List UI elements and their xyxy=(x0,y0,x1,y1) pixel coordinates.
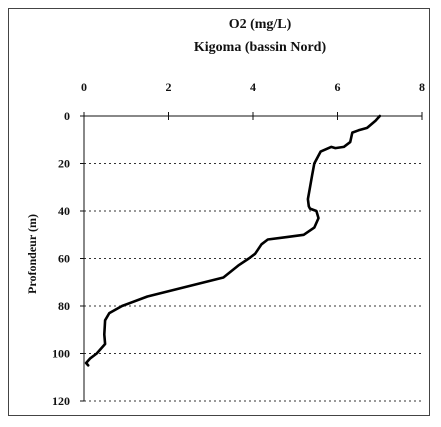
y-axis-label: Profondeur (m) xyxy=(25,214,39,294)
y-tick-label-120: 120 xyxy=(52,394,70,408)
chart-frame xyxy=(8,8,430,416)
chart-subtitle: Kigoma (bassin Nord) xyxy=(194,40,327,55)
series-line-0 xyxy=(84,114,382,367)
y-tick-label-100: 100 xyxy=(52,347,70,361)
y-tick-label-60: 60 xyxy=(58,252,70,266)
x-tick-label-6: 6 xyxy=(335,80,341,94)
y-tick-labels: 0 20 40 60 80 100 120 xyxy=(52,109,70,408)
y-tick-label-20: 20 xyxy=(58,157,70,171)
chart-title: O2 (mg/L) xyxy=(229,17,292,32)
gridlines xyxy=(84,163,422,402)
x-tick-label-2: 2 xyxy=(166,80,172,94)
axes xyxy=(80,112,423,402)
y-tick-label-0: 0 xyxy=(64,109,70,123)
x-tick-label-0: 0 xyxy=(81,80,87,94)
x-tick-label-8: 8 xyxy=(419,80,425,94)
x-tick-label-4: 4 xyxy=(250,80,256,94)
series-group xyxy=(84,114,382,367)
x-tick-labels: 0 2 4 6 8 xyxy=(81,80,425,94)
y-tick-label-40: 40 xyxy=(58,204,70,218)
y-tick-label-80: 80 xyxy=(58,299,70,313)
